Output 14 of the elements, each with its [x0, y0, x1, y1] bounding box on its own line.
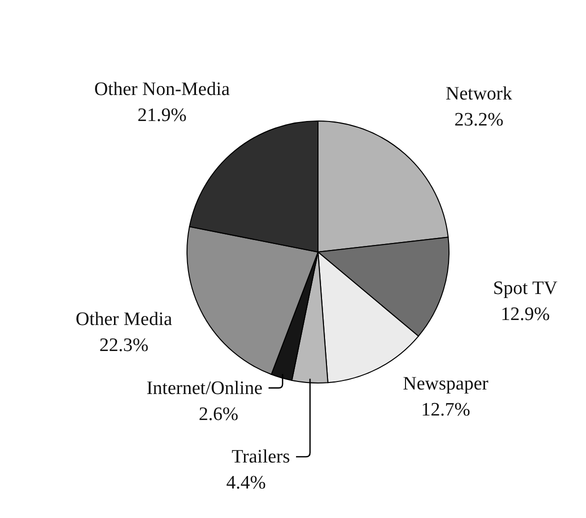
data-label: 12.7% — [421, 399, 470, 420]
slice-label: Trailers — [232, 446, 290, 468]
data-label: 4.4% — [226, 472, 266, 494]
data-label: 23.2% — [454, 109, 504, 130]
data-label: 12.9% — [500, 304, 550, 325]
slice-label: Network — [446, 83, 513, 104]
data-label: 22.3% — [99, 335, 149, 356]
slice-label: Other Media — [76, 309, 173, 330]
slice-label: Other Non-Media — [94, 79, 230, 100]
data-label: 21.9% — [137, 105, 187, 126]
slice-label: Newspaper — [402, 373, 490, 394]
slice-label: Spot TV — [492, 278, 558, 299]
data-label: 2.6% — [198, 404, 239, 425]
slice-label: Internet/Online — [146, 378, 263, 399]
